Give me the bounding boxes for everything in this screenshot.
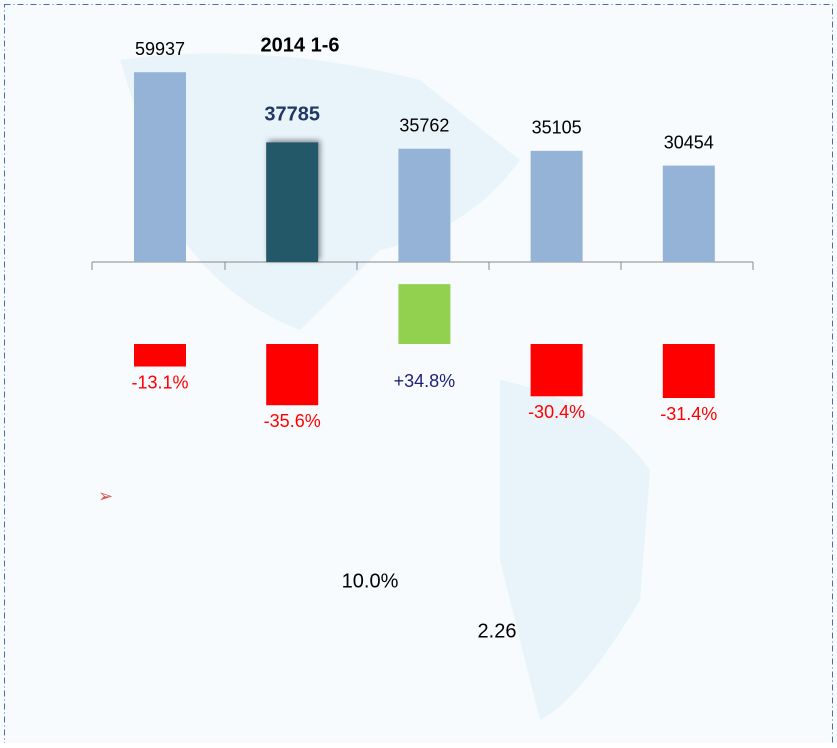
value-label: -31.4%	[660, 404, 717, 424]
text-item: 10.0%	[342, 570, 399, 592]
text-item: 2.26	[478, 620, 517, 642]
chart-title: 2014 1-6	[261, 34, 340, 56]
bar	[398, 284, 451, 344]
bar	[134, 72, 186, 263]
value-label: -35.6%	[264, 411, 321, 431]
value-label: 35762	[399, 116, 449, 136]
bar	[266, 344, 319, 406]
value-label: 37785	[264, 104, 320, 126]
bar	[134, 344, 186, 367]
x-axis-ticks	[91, 262, 754, 270]
bar	[662, 165, 715, 262]
value-label: 35105	[532, 118, 582, 138]
value-label: -30.4%	[528, 402, 585, 422]
map-shape	[120, 53, 650, 721]
value-label: +34.8%	[394, 371, 456, 391]
bar	[662, 344, 715, 399]
value-label: 59937	[135, 39, 185, 59]
bullet-arrow: ➢	[98, 486, 113, 506]
bar	[398, 148, 451, 262]
bar	[530, 150, 583, 262]
value-label: 30454	[664, 132, 714, 152]
bar	[530, 344, 583, 397]
bar	[266, 142, 319, 262]
value-label: -13.1%	[131, 372, 188, 392]
